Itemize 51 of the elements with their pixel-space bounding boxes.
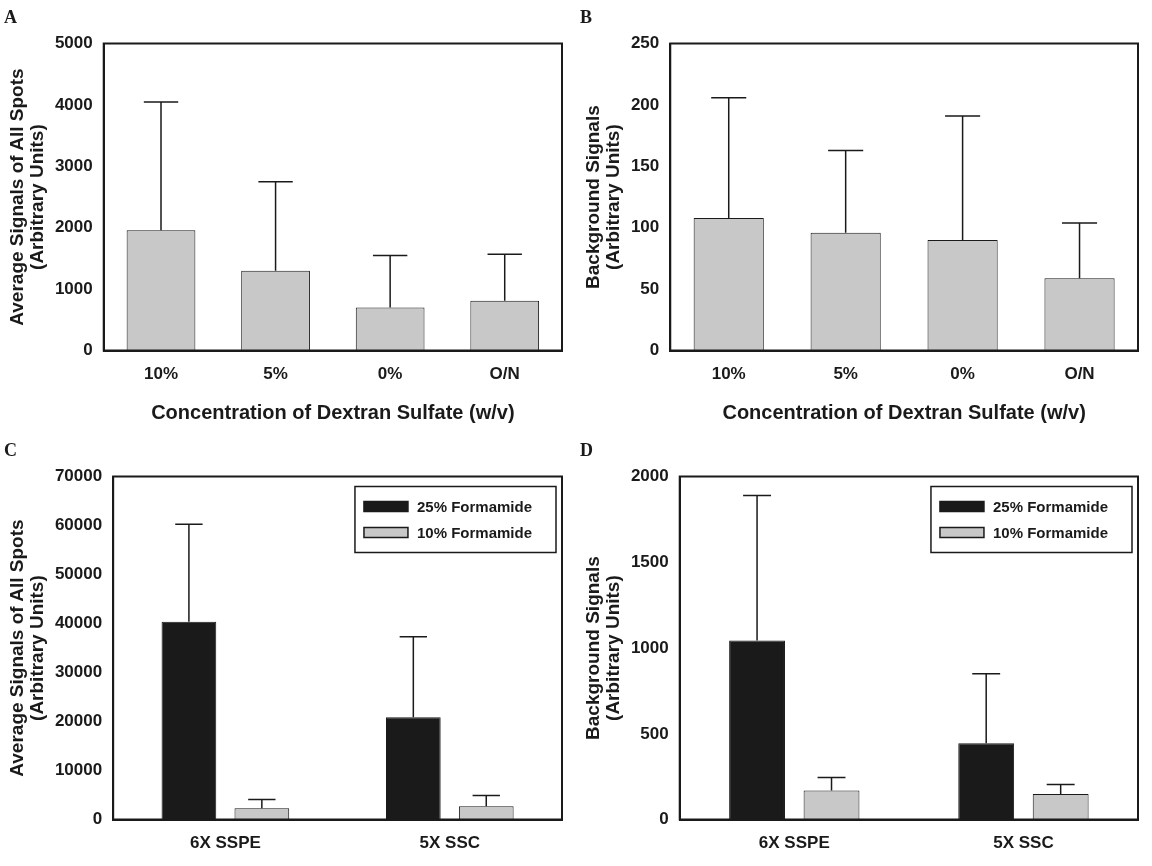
y-tick-label: 50000 bbox=[54, 564, 103, 584]
chart-title: D bbox=[580, 440, 593, 461]
y-tick-label: 0 bbox=[649, 340, 660, 360]
y-tick-label: 40000 bbox=[54, 613, 103, 633]
x-tick-label: O/N bbox=[489, 364, 520, 384]
legend-label: 10% Formamide bbox=[992, 523, 1109, 541]
legend-label: 25% Formamide bbox=[992, 497, 1109, 515]
y-axis-title: Average Signals of All Spots (Arbitrary Units) bbox=[6, 519, 48, 777]
y-tick-label: 70000 bbox=[54, 466, 103, 486]
x-tick-label: 5% bbox=[263, 364, 288, 384]
x-tick-label: 6X SSPE bbox=[758, 833, 830, 853]
x-tick-label: 0% bbox=[950, 364, 975, 384]
x-tick-label: 10% bbox=[143, 364, 179, 384]
y-tick-label: 500 bbox=[640, 723, 669, 743]
chart-title: B bbox=[580, 7, 593, 28]
y-tick-label: 150 bbox=[630, 156, 660, 176]
y-tick-label: 1500 bbox=[630, 552, 669, 572]
y-tick-label: 100 bbox=[630, 217, 660, 237]
x-tick-label: 5% bbox=[833, 364, 858, 384]
x-tick-label: 10% bbox=[711, 364, 746, 384]
y-tick-label: 5000 bbox=[54, 33, 93, 53]
x-tick-label: 6X SSPE bbox=[189, 833, 261, 853]
y-tick-label: 4000 bbox=[54, 94, 93, 114]
y-axis-title: Background Signals (Arbitrary Units) bbox=[582, 556, 624, 740]
y-tick-label: 0 bbox=[659, 809, 669, 829]
y-tick-label: 0 bbox=[83, 340, 93, 360]
y-tick-label: 50 bbox=[640, 278, 660, 298]
x-tick-label: 5X SSC bbox=[419, 833, 481, 853]
x-tick-label: O/N bbox=[1064, 364, 1095, 384]
legend-label: 25% Formamide bbox=[416, 497, 533, 515]
x-tick-label: 0% bbox=[377, 364, 403, 384]
y-tick-label: 250 bbox=[630, 33, 660, 53]
y-tick-label: 0 bbox=[92, 809, 103, 829]
y-tick-label: 3000 bbox=[54, 156, 93, 176]
y-tick-label: 2000 bbox=[630, 466, 669, 486]
y-tick-label: 30000 bbox=[54, 662, 103, 682]
chart-title: C bbox=[4, 440, 17, 461]
y-tick-label: 20000 bbox=[54, 711, 103, 731]
y-tick-label: 10000 bbox=[54, 760, 103, 780]
y-tick-label: 200 bbox=[630, 94, 660, 114]
y-tick-label: 2000 bbox=[54, 217, 93, 237]
x-tick-label: 5X SSC bbox=[993, 833, 1054, 853]
x-axis-title: Concentration of Dextran Sulfate (w/v) bbox=[722, 400, 1086, 423]
y-tick-label: 1000 bbox=[630, 637, 669, 657]
y-axis-title: Average Signals of All Spots (Arbitrary Units) bbox=[6, 68, 48, 326]
y-axis-title: Background Signals (Arbitrary Units) bbox=[582, 105, 624, 289]
chart-title: A bbox=[4, 7, 17, 28]
legend-label: 10% Formamide bbox=[416, 523, 533, 541]
x-axis-title: Concentration of Dextran Sulfate (w/v) bbox=[151, 400, 515, 423]
y-tick-label: 1000 bbox=[54, 278, 93, 298]
y-tick-label: 60000 bbox=[54, 515, 103, 535]
